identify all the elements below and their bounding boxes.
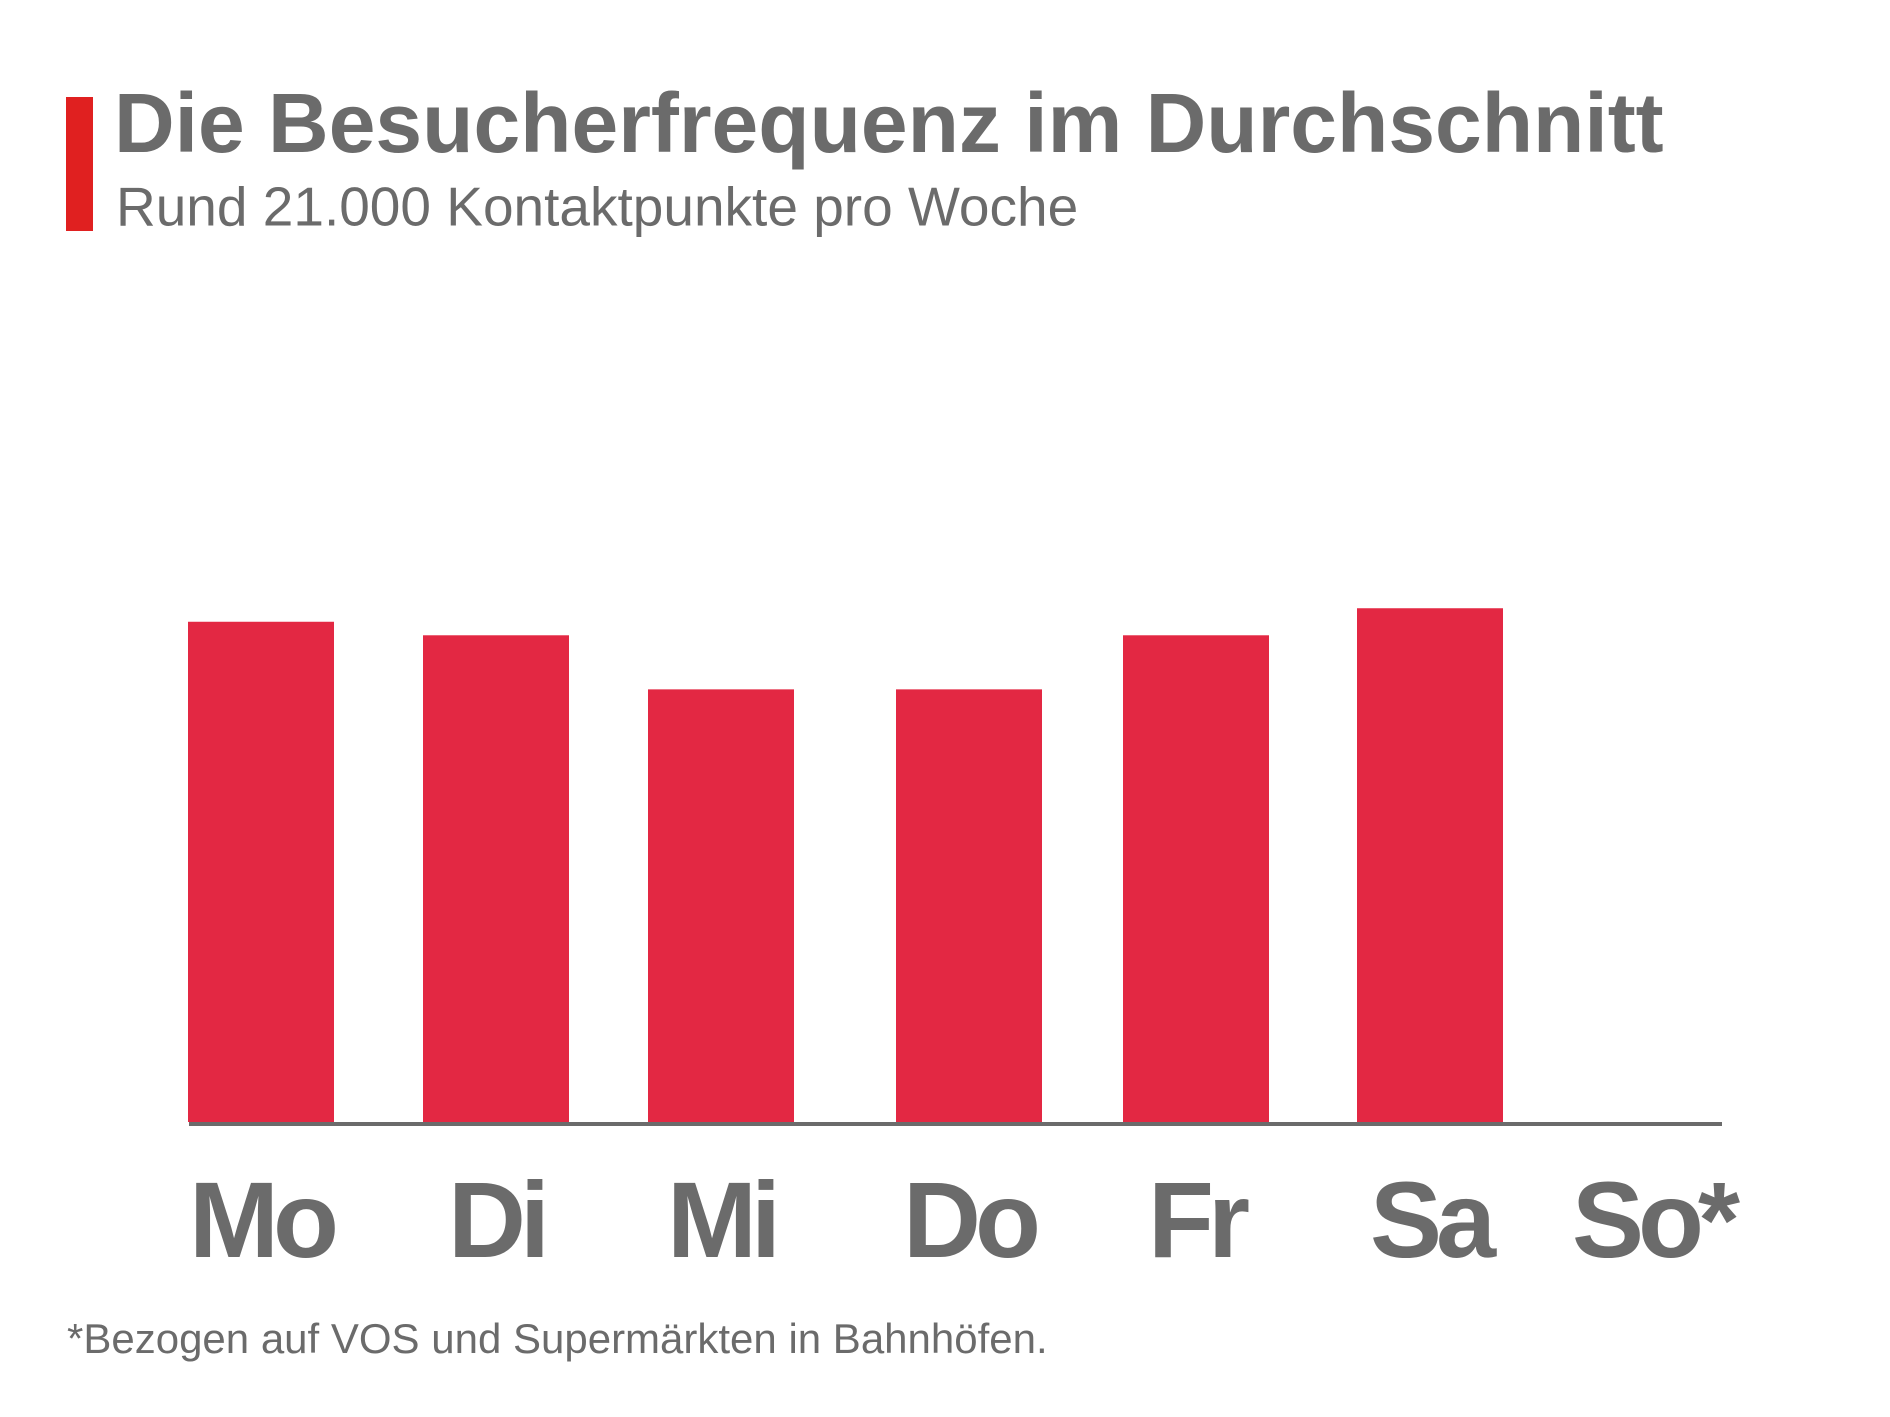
x-tick-label: Mi [667,1159,775,1280]
footnote: *Bezogen auf VOS und Supermärkten in Bah… [67,1315,1048,1362]
title-accent [66,97,93,231]
bar [1357,608,1503,1122]
bar [648,689,794,1122]
x-tick-label: Mo [189,1159,335,1280]
bar [188,621,334,1122]
bar [423,635,569,1122]
chart-subtitle: Rund 21.000 Kontaktpunkte pro Woche [116,176,1078,238]
x-tick-label: Do [903,1159,1037,1280]
chart-title: Die Besucherfrequenz im Durchschnitt [114,76,1664,170]
bar [896,689,1042,1122]
x-tick-label: So* [1572,1159,1740,1280]
bar [1123,635,1269,1122]
x-tick-label: Fr [1148,1159,1249,1280]
x-tick-label: Sa [1370,1159,1497,1280]
x-tick-label: Di [448,1159,544,1280]
